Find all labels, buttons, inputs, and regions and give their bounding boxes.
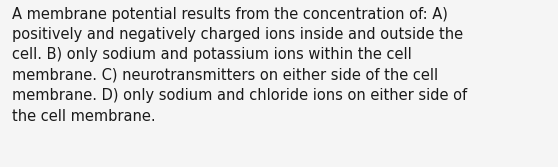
Text: A membrane potential results from the concentration of: A)
positively and negati: A membrane potential results from the co… xyxy=(12,7,468,124)
